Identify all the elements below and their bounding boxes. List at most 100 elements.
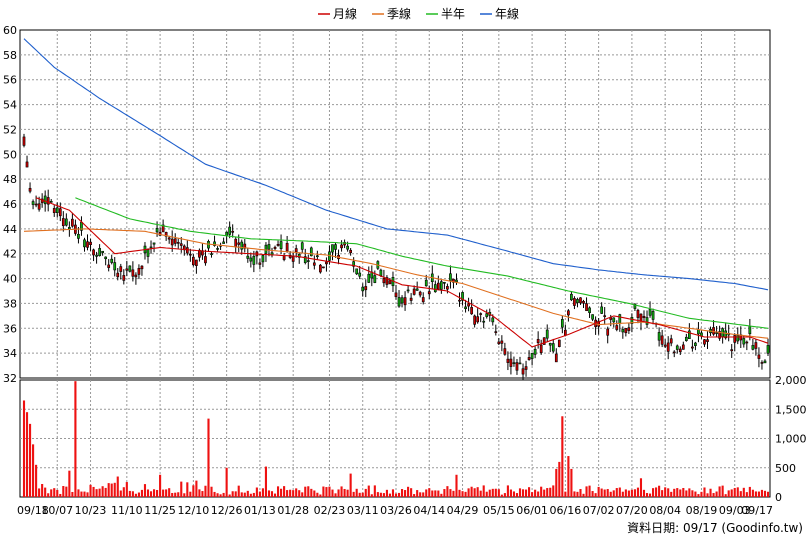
volume-bar: [470, 486, 473, 497]
volume-bar: [328, 486, 331, 497]
candle-body: [603, 315, 607, 317]
volume-bar: [512, 491, 516, 497]
candle-body: [104, 256, 108, 260]
volume-bar: [201, 491, 204, 497]
volume-bar: [416, 490, 419, 497]
volume-bar: [404, 490, 407, 497]
candle-body: [443, 282, 446, 284]
volume-bar: [766, 491, 770, 497]
candle-body: [663, 344, 667, 347]
volume-bar: [413, 494, 416, 497]
volume-tick-label: 0: [775, 491, 782, 504]
candle-body: [110, 258, 114, 263]
volume-bar: [122, 487, 125, 497]
candle-body: [609, 317, 613, 320]
candle-body: [724, 330, 728, 339]
volume-bar: [189, 491, 192, 497]
price-tick-label: 48: [3, 173, 17, 186]
volume-bar: [65, 486, 68, 497]
volume-bar: [168, 488, 171, 497]
volume-bar: [47, 493, 50, 497]
candle-body: [482, 320, 486, 323]
volume-bar: [428, 488, 431, 497]
candle-body: [560, 319, 564, 328]
volume-bar: [603, 489, 606, 497]
candle-body: [666, 342, 670, 352]
volume-tick-label: 500: [775, 462, 796, 475]
candle-body: [71, 218, 74, 227]
volume-bar: [322, 486, 325, 497]
volume-bar: [89, 484, 92, 497]
candle-body: [361, 286, 365, 292]
candle-body: [606, 328, 610, 336]
candle-body: [467, 303, 470, 307]
price-tick-label: 44: [3, 223, 17, 236]
candle-body: [134, 274, 138, 278]
price-tick-label: 60: [3, 24, 17, 37]
volume-bar: [273, 493, 277, 497]
candle-body: [688, 330, 691, 340]
candle-body: [116, 272, 120, 278]
volume-bar: [612, 490, 615, 497]
volume-bar: [664, 487, 667, 497]
candle-body: [394, 292, 398, 298]
candle-body: [564, 329, 567, 336]
candle-body: [403, 297, 407, 306]
candle-body: [757, 354, 761, 359]
volume-bar: [373, 485, 376, 497]
price-tick-label: 46: [3, 198, 17, 211]
volume-bar: [113, 482, 116, 497]
volume-bar: [249, 493, 252, 497]
volume-bar: [534, 489, 537, 497]
volume-bar: [709, 488, 712, 497]
candle-body: [506, 358, 510, 363]
volume-bar: [355, 488, 358, 497]
volume-bar: [700, 491, 703, 497]
volume-bar: [92, 486, 95, 497]
volume-bar: [107, 483, 110, 497]
volume-bar: [159, 474, 162, 497]
volume-bar: [676, 488, 679, 497]
candle-body: [49, 201, 53, 203]
candle-body: [684, 336, 688, 341]
candle-body: [591, 314, 594, 320]
volume-bar: [682, 487, 685, 497]
candle-body: [455, 279, 458, 283]
volume-bar: [655, 487, 658, 497]
x-tick-label: 09/03: [719, 504, 751, 517]
candle-body: [521, 368, 525, 375]
candle-body: [539, 344, 543, 354]
volume-bar: [443, 489, 446, 497]
volume-bar: [745, 492, 748, 497]
volume-bar: [518, 488, 522, 497]
volume-bar: [367, 485, 370, 497]
candle-body: [316, 255, 319, 258]
volume-bar: [358, 492, 361, 497]
price-panel: 32 34 36 38 40 42 44 46 48 50 52 54 56 58 60: [3, 24, 771, 385]
candle-body: [258, 262, 262, 265]
volume-bar: [582, 493, 585, 497]
volume-bar: [425, 489, 428, 497]
candle-body: [600, 306, 604, 314]
candle-body: [545, 329, 549, 339]
legend-label: 季線: [387, 6, 411, 21]
volume-bar: [280, 488, 283, 497]
candle-body: [264, 244, 268, 254]
candle-body: [291, 256, 295, 262]
volume-bar: [748, 486, 751, 497]
volume-bar: [195, 480, 198, 497]
price-tick-label: 58: [3, 49, 17, 62]
volume-bar: [156, 489, 159, 497]
volume-bar: [600, 488, 603, 497]
candle-body: [249, 257, 253, 262]
candle-body: [648, 308, 652, 316]
volume-bar: [488, 489, 491, 497]
volume-bar: [431, 490, 434, 497]
volume-bar: [295, 488, 298, 497]
volume-bar: [62, 486, 65, 497]
candle-body: [119, 266, 123, 272]
candle-body: [570, 293, 573, 301]
candle-body: [697, 329, 700, 335]
volume-tick-label: 2,000: [775, 374, 807, 387]
